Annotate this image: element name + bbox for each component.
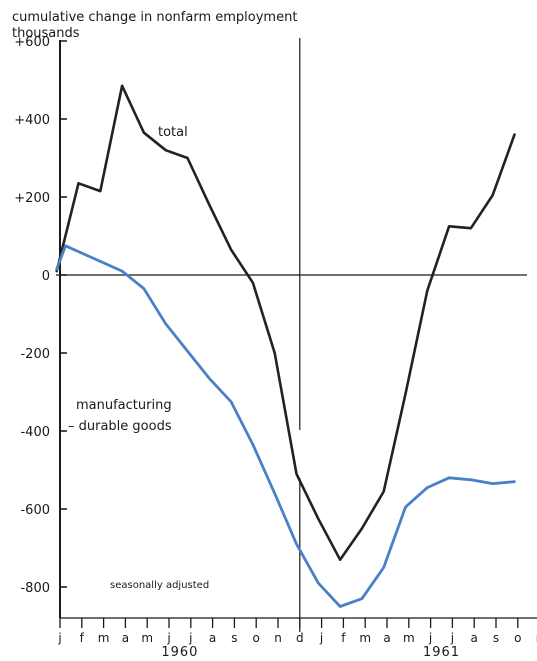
y-tick-label: +600 (14, 35, 50, 50)
month-label: a (209, 631, 216, 645)
month-label: j (319, 631, 323, 645)
y-tick-label: 0 (42, 269, 50, 284)
year-labels: 1960 1961 (161, 645, 460, 660)
month-label: o (253, 631, 260, 645)
month-label: m (98, 631, 110, 645)
y-tick-label: -200 (20, 347, 50, 362)
durable-goods-series-label: – durable goods (68, 419, 172, 434)
month-label: a (383, 631, 390, 645)
durable-goods-series-label: manufacturing (76, 398, 172, 413)
year-label: 1960 (161, 645, 198, 660)
month-label: j (428, 631, 432, 645)
y-tick-label: -800 (20, 581, 50, 596)
month-label: f (80, 631, 85, 645)
y-units-label: thousands (12, 26, 80, 41)
month-label: s (493, 631, 499, 645)
month-label: j (450, 631, 454, 645)
series-lines (55, 84, 516, 608)
month-labels: jfmamjjasondjfmamjjasond (57, 631, 537, 645)
y-tick-labels: +600 +400 +200 0 -200 -400 -600 -800 (14, 35, 50, 596)
month-label: s (231, 631, 237, 645)
month-label: n (274, 631, 282, 645)
y-tick-label: +200 (14, 191, 50, 206)
series-labels: total manufacturing – durable goods (68, 125, 188, 434)
month-label: j (188, 631, 192, 645)
month-label: a (122, 631, 129, 645)
y-tick-label: +400 (14, 113, 50, 128)
month-label: m (359, 631, 371, 645)
month-label: f (341, 631, 346, 645)
month-label: m (403, 631, 415, 645)
chart-title: cumulative change in nonfarm employment (12, 10, 297, 25)
month-label: m (141, 631, 153, 645)
y-tick-label: -400 (20, 425, 50, 440)
total-series-line (55, 84, 516, 562)
month-label: j (166, 631, 170, 645)
seasonally-adjusted-note: seasonally adjusted (110, 580, 209, 591)
month-label: n (536, 631, 537, 645)
year-label: 1961 (423, 645, 460, 660)
month-label: d (296, 631, 304, 645)
durable-goods-series-line (55, 244, 516, 608)
total-series-label: total (158, 125, 188, 140)
month-label: j (57, 631, 61, 645)
month-label: o (514, 631, 521, 645)
month-label: a (471, 631, 478, 645)
axes (56, 38, 537, 632)
y-tick-label: -600 (20, 503, 50, 518)
